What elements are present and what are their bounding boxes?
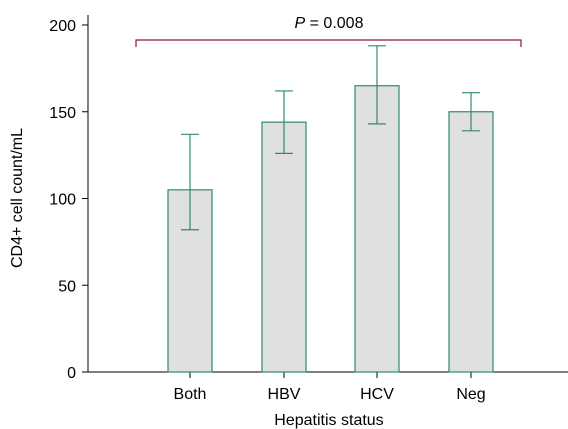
bar [167,189,213,373]
x-axis-label: Hepatitis status [274,412,383,429]
significance-bracket [135,39,522,47]
x-tick-label: HBV [268,386,301,403]
y-axis-label: CD4+ cell count/mL [9,128,26,268]
p-value-label: P = 0.008 [295,15,364,32]
axes: 0 50 100 150 200 Both HBV HCV Neg [49,15,568,403]
y-tick-label: 150 [49,105,76,122]
significance-annotation: P = 0.008 [135,15,522,47]
x-tick-label: HCV [360,386,394,403]
bar [448,111,494,373]
p-value-text: = 0.008 [305,15,363,32]
y-tick-label: 100 [49,192,76,209]
y-tick-label: 200 [49,18,76,35]
error-bars [181,45,480,231]
bars [167,85,494,373]
bar [354,85,400,373]
x-tick-label: Both [174,386,207,403]
bar [261,121,307,373]
x-tick-label: Neg [456,386,485,403]
p-symbol: P [295,15,306,32]
y-tick-label: 0 [67,365,76,382]
y-tick-label: 50 [58,278,76,295]
